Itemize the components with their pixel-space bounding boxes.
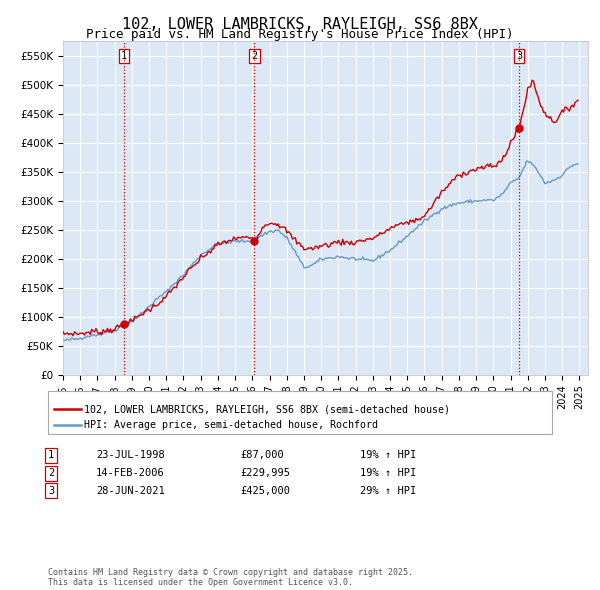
Text: £229,995: £229,995: [240, 468, 290, 478]
Text: Price paid vs. HM Land Registry's House Price Index (HPI): Price paid vs. HM Land Registry's House …: [86, 28, 514, 41]
Text: 102, LOWER LAMBRICKS, RAYLEIGH, SS6 8BX (semi-detached house): 102, LOWER LAMBRICKS, RAYLEIGH, SS6 8BX …: [84, 405, 450, 414]
Text: 3: 3: [48, 486, 54, 496]
Text: £425,000: £425,000: [240, 486, 290, 496]
Text: HPI: Average price, semi-detached house, Rochford: HPI: Average price, semi-detached house,…: [84, 421, 378, 430]
Text: 1: 1: [48, 451, 54, 460]
Text: 102, LOWER LAMBRICKS, RAYLEIGH, SS6 8BX: 102, LOWER LAMBRICKS, RAYLEIGH, SS6 8BX: [122, 17, 478, 31]
Text: 1: 1: [121, 51, 127, 61]
Text: Contains HM Land Registry data © Crown copyright and database right 2025.
This d: Contains HM Land Registry data © Crown c…: [48, 568, 413, 587]
Text: 3: 3: [516, 51, 522, 61]
Text: 2: 2: [251, 51, 257, 61]
Text: £87,000: £87,000: [240, 451, 284, 460]
Text: 14-FEB-2006: 14-FEB-2006: [96, 468, 165, 478]
Text: 23-JUL-1998: 23-JUL-1998: [96, 451, 165, 460]
Text: 19% ↑ HPI: 19% ↑ HPI: [360, 468, 416, 478]
Text: 28-JUN-2021: 28-JUN-2021: [96, 486, 165, 496]
Text: 19% ↑ HPI: 19% ↑ HPI: [360, 451, 416, 460]
Text: 29% ↑ HPI: 29% ↑ HPI: [360, 486, 416, 496]
Text: 2: 2: [48, 468, 54, 478]
